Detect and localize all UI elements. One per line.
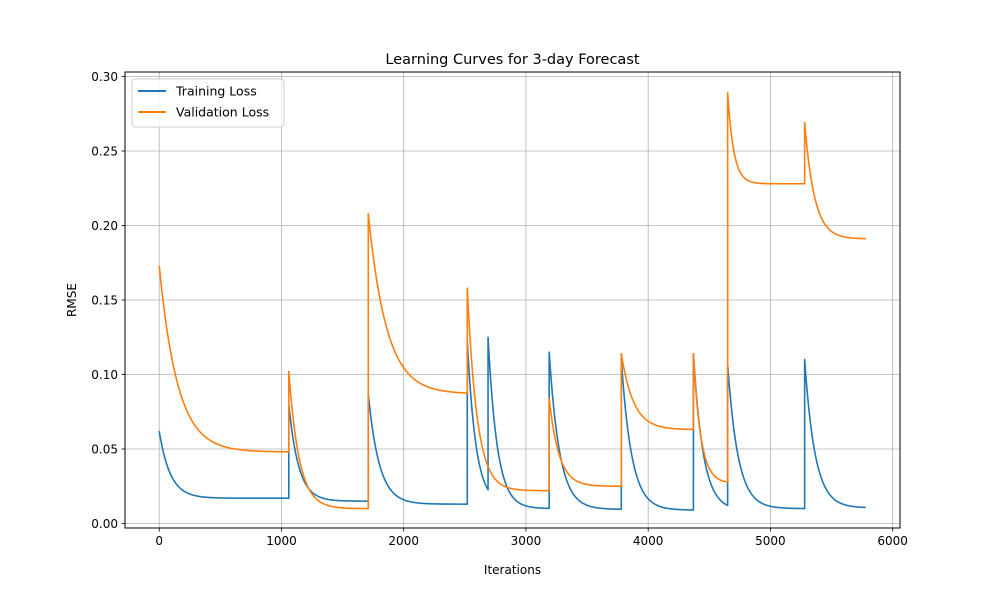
x-tick-label-1000: 1000 — [266, 534, 297, 548]
legend: Training Loss Validation Loss — [131, 78, 285, 128]
chart-title: Learning Curves for 3-day Forecast — [385, 52, 639, 68]
y-tick-label-0-05: 0.05 — [91, 443, 118, 457]
series-lines — [158, 92, 866, 511]
legend-label-training-loss: Training Loss — [175, 84, 257, 99]
y-tick-label-0-25: 0.25 — [91, 144, 118, 158]
x-axis-label: Iterations — [484, 563, 541, 577]
y-tick-label-0-00: 0.00 — [91, 517, 118, 531]
x-tick-label-2000: 2000 — [388, 534, 419, 548]
y-tick-label-0-30: 0.30 — [91, 70, 118, 84]
axis-ticks: 0 1000 2000 3000 4000 5000 6000 0.00 0.05 0.10 0.1… — [91, 70, 908, 548]
legend-label-validation-loss: Validation Loss — [176, 105, 269, 120]
y-tick-label-0-20: 0.20 — [91, 219, 118, 233]
x-tick-label-4000: 4000 — [633, 534, 664, 548]
y-axis-label: RMSE — [65, 283, 79, 317]
grid — [125, 72, 900, 528]
y-tick-label-0-10: 0.10 — [91, 368, 118, 382]
x-tick-label-6000: 6000 — [877, 534, 908, 548]
x-tick-label-0: 0 — [155, 534, 163, 548]
y-tick-label-0-15: 0.15 — [91, 294, 118, 308]
x-tick-label-5000: 5000 — [755, 534, 786, 548]
series-line-training-loss — [158, 336, 866, 511]
x-tick-label-3000: 3000 — [511, 534, 542, 548]
series-line-validation-loss — [158, 92, 866, 510]
legend-box — [131, 78, 285, 128]
